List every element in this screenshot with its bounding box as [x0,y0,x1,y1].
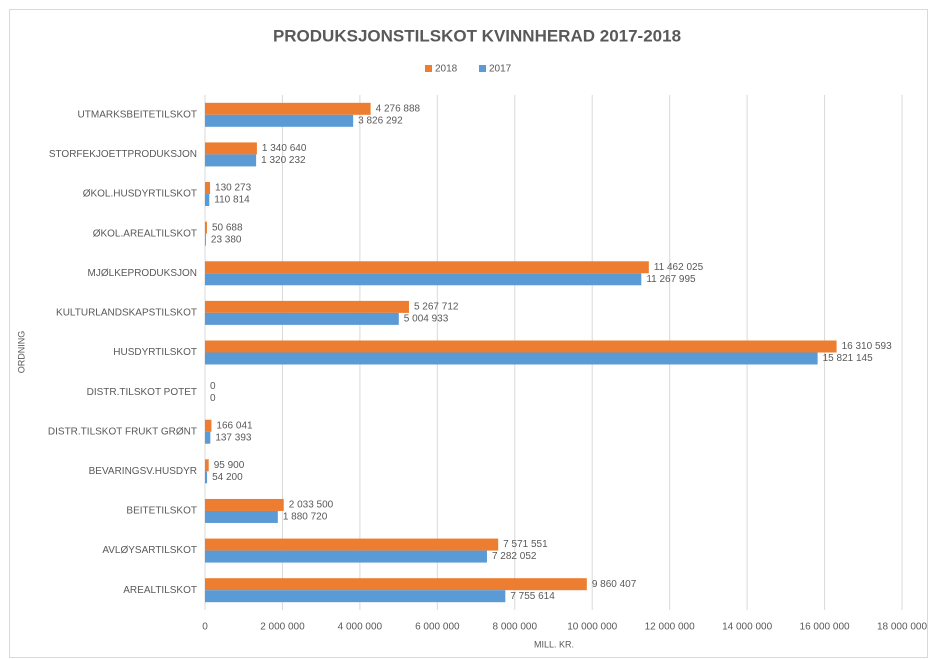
bar [205,498,284,511]
legend-swatch [479,65,486,72]
bar [205,550,487,563]
x-tick-label: 10 000 000 [567,622,617,633]
bar [205,233,206,246]
data-label: 0 [210,393,216,404]
data-label: 11 267 995 [646,274,696,285]
bar [205,142,257,155]
x-tick-label: 16 000 000 [800,622,850,633]
y-tick-label: BEITETILSKOT [126,506,197,517]
data-label: 0 [210,381,216,392]
y-tick-label: BEVARINGSV.HUSDYR [89,466,197,477]
bar [205,510,278,523]
data-label: 5 004 933 [404,314,449,325]
bar [205,114,354,127]
x-tick-label: 0 [202,622,208,633]
y-tick-label: DISTR.TILSKOT POTET [87,387,197,398]
data-label: 54 200 [212,472,243,483]
bar [205,431,211,444]
data-label: 1 880 720 [283,512,328,523]
bar [205,538,499,551]
data-label: 1 320 232 [261,155,306,166]
bar [205,419,212,432]
y-tick-label: DISTR.TILSKOT FRUKT GRØNT [48,426,197,437]
data-label: 166 041 [216,420,253,431]
data-label: 11 462 025 [654,262,704,273]
bar [205,300,409,313]
data-label: 5 267 712 [414,302,459,313]
data-label: 15 821 145 [823,353,873,364]
bar [205,261,649,274]
data-label: 7 571 551 [503,539,548,550]
bar [205,471,208,484]
data-label: 3 826 292 [358,115,403,126]
data-label: 137 393 [215,432,252,443]
y-axis-title: ORDNING [16,331,26,374]
y-tick-label: AVLØYSARTILSKOT [102,545,197,556]
bar [205,273,642,286]
bar [205,459,209,472]
bar [205,154,257,167]
x-tick-label: 4 000 000 [338,622,383,633]
data-label: 95 900 [214,460,245,471]
chart-title: PRODUKSJONSTILSKOT KVINNHERAD 2017-2018 [273,26,681,45]
y-tick-label: HUSDYRTILSKOT [113,347,197,358]
bar [205,340,837,353]
x-tick-label: 18 000 000 [877,622,927,633]
data-label: 50 688 [212,222,243,233]
bar [205,590,506,603]
data-label: 23 380 [211,234,242,245]
bar [205,221,207,234]
y-tick-label: KULTURLANDSKAPSTILSKOT [56,308,197,319]
x-tick-label: 8 000 000 [493,622,538,633]
data-label: 130 273 [215,183,252,194]
x-tick-label: 12 000 000 [645,622,695,633]
data-label: 4 276 888 [376,103,421,114]
data-label: 110 814 [214,195,250,206]
x-tick-label: 2 000 000 [260,622,305,633]
bar [205,182,211,195]
legend-label: 2017 [489,64,512,75]
bar [205,352,818,365]
bar [205,194,210,207]
y-tick-label: ØKOL.AREALTILSKOT [93,228,197,239]
y-tick-label: MJØLKEPRODUKSJON [88,268,197,279]
data-label: 16 310 593 [842,341,892,352]
y-tick-label: ØKOL.HUSDYRTILSKOT [83,189,197,200]
data-label: 7 282 052 [492,551,537,562]
legend-swatch [425,65,432,72]
data-label: 1 340 640 [262,143,307,154]
data-label: 7 755 614 [510,591,555,602]
x-tick-label: 6 000 000 [415,622,460,633]
y-tick-label: STORFEKJOETTPRODUKSJON [49,149,197,160]
x-tick-label: 14 000 000 [722,622,772,633]
bar [205,578,587,591]
y-tick-label: AREALTILSKOT [123,585,197,596]
bar [205,102,371,115]
legend-label: 2018 [435,64,458,75]
y-tick-label: UTMARKSBEITETILSKOT [78,109,197,120]
data-label: 2 033 500 [289,500,334,511]
data-label: 9 860 407 [592,579,637,590]
x-axis-title: MILL. KR. [534,639,574,649]
bar [205,312,399,325]
